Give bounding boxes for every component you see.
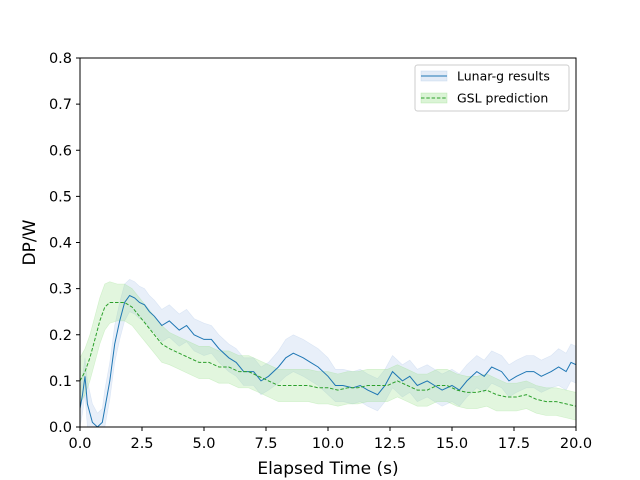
x-tick-label: 17.5 [498, 436, 530, 452]
legend-label: Lunar-g results [457, 69, 550, 84]
line-series-1 [79, 302, 577, 407]
y-axis-ticks: 0.0 0.1 0.2 0.3 0.4 0.5 0.6 0.7 0.8 [49, 51, 80, 436]
x-tick-label: 10.0 [312, 436, 344, 452]
series-lines [79, 294, 577, 428]
x-tick-label: 15.0 [436, 436, 468, 452]
y-tick-label: 0.8 [49, 51, 72, 67]
x-axis-ticks: 0.0 2.5 5.0 7.5 10.0 12.5 15.0 17.5 20.0 [68, 427, 592, 452]
x-tick-label: 12.5 [374, 436, 406, 452]
y-tick-label: 0.5 [49, 189, 72, 205]
x-tick-label: 0.0 [68, 436, 91, 452]
y-tick-label: 0.3 [49, 282, 72, 298]
legend: Lunar-g results GSL prediction [414, 64, 570, 112]
y-tick-label: 0.6 [49, 143, 72, 159]
y-axis-title: DP/W [20, 219, 40, 265]
y-tick-label: 0.0 [49, 420, 72, 436]
line-series-0 [79, 294, 577, 428]
y-tick-label: 0.1 [49, 374, 72, 390]
y-tick-label: 0.7 [49, 97, 72, 113]
x-tick-label: 20.0 [560, 436, 592, 452]
x-tick-label: 2.5 [130, 436, 153, 452]
x-tick-label: 7.5 [254, 436, 277, 452]
x-axis-title: Elapsed Time (s) [257, 459, 398, 479]
y-tick-label: 0.2 [49, 328, 72, 344]
y-tick-label: 0.4 [49, 236, 72, 252]
legend-label: GSL prediction [457, 91, 548, 106]
x-tick-label: 5.0 [192, 436, 215, 452]
legend-box [414, 64, 570, 112]
